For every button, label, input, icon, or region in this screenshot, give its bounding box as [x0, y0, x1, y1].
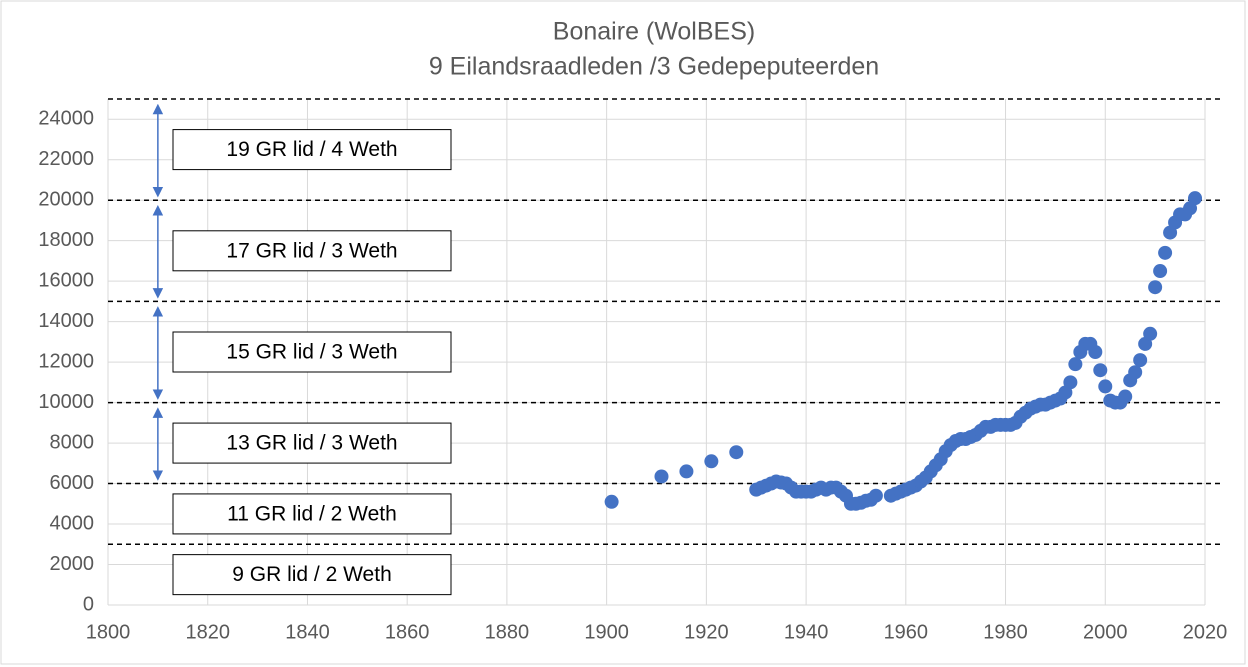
band-box	[172, 554, 452, 596]
y-tick-label: 22000	[38, 148, 94, 170]
band-label: 17 GR lid / 3 Weth	[226, 239, 397, 262]
y-tick-label: 2000	[50, 553, 95, 575]
band-box	[172, 230, 452, 272]
y-tick-label: 10000	[38, 391, 94, 413]
point	[729, 445, 744, 460]
y-tick-label: 8000	[50, 431, 95, 453]
point	[604, 494, 619, 509]
band-label: 9 GR lid / 2 Weth	[232, 563, 392, 586]
point	[1098, 379, 1113, 394]
point	[1068, 357, 1083, 372]
y-tick-label: 0	[83, 593, 94, 615]
band-box	[172, 493, 452, 535]
point	[1143, 326, 1158, 341]
x-tick-label: 1940	[784, 621, 829, 643]
chart-subtitle: 9 Eilandsraadleden /3 Gedepeputeerden	[429, 53, 879, 81]
point	[1148, 280, 1163, 295]
x-tick-label: 1800	[86, 621, 131, 643]
band-label: 13 GR lid / 3 Weth	[226, 432, 397, 455]
y-tick-label: 24000	[38, 108, 94, 130]
band-box	[172, 422, 452, 464]
point	[704, 454, 719, 469]
point	[1093, 363, 1108, 378]
y-tick-label: 12000	[38, 350, 94, 372]
x-tick-label: 1880	[485, 621, 530, 643]
point	[1118, 389, 1133, 404]
y-tick-label: 14000	[38, 310, 94, 332]
point	[868, 488, 883, 503]
point	[1063, 375, 1078, 390]
y-tick-label: 16000	[38, 269, 94, 291]
x-tick-label: 1980	[983, 621, 1028, 643]
chart-title: Bonaire (WolBES)	[553, 18, 755, 46]
band-box	[172, 129, 452, 171]
point	[1158, 245, 1173, 260]
x-tick-label: 1920	[684, 621, 729, 643]
x-tick-label: 1840	[285, 621, 330, 643]
point	[1153, 264, 1168, 279]
band-label: 19 GR lid / 4 Weth	[226, 138, 397, 161]
point	[654, 469, 669, 484]
band-box	[172, 331, 452, 373]
point	[679, 464, 694, 479]
y-tick-label: 4000	[50, 512, 95, 534]
band-label: 15 GR lid / 3 Weth	[226, 341, 397, 364]
point	[1128, 365, 1143, 380]
band-label: 11 GR lid / 2 Weth	[227, 502, 397, 525]
x-tick-label: 1900	[584, 621, 629, 643]
y-tick-label: 18000	[38, 229, 94, 251]
y-tick-label: 6000	[50, 472, 95, 494]
x-tick-label: 2000	[1083, 621, 1128, 643]
x-tick-label: 1860	[385, 621, 430, 643]
point	[1188, 191, 1203, 206]
x-tick-label: 2020	[1183, 621, 1228, 643]
x-tick-label: 1820	[185, 621, 230, 643]
x-tick-label: 1960	[884, 621, 929, 643]
point	[1133, 353, 1148, 368]
y-tick-label: 20000	[38, 188, 94, 210]
point	[1088, 345, 1103, 359]
